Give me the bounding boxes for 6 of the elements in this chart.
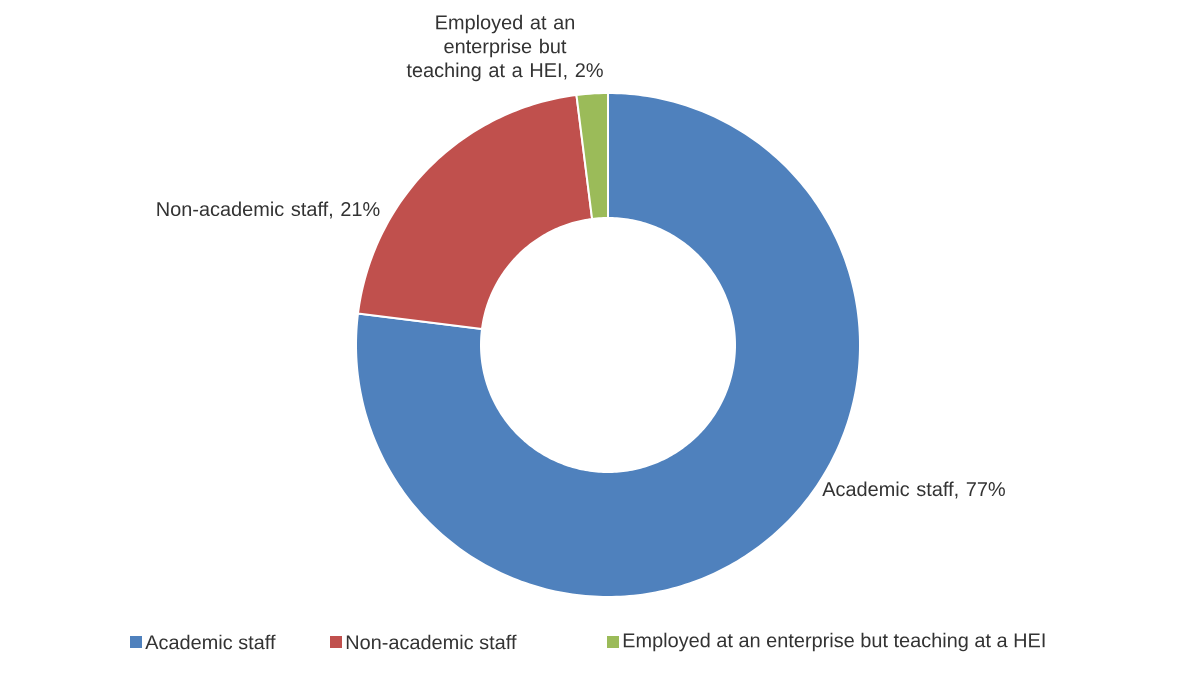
legend-label: Academic staff [145,634,276,650]
legend-label: Employed at an enterprise but teaching at a HEI [623,632,1045,652]
data-label: Academic staff, 77% [822,481,1005,499]
data-label: Employed at an enterprise but teaching at a HEI, 2% [406,14,603,82]
legend-label: Non-academic staff [346,634,517,650]
data-label: Non-academic staff, 21% [157,201,380,219]
